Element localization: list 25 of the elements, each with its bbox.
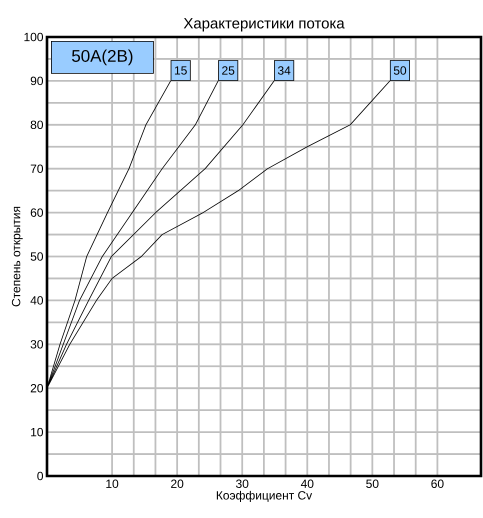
y-tick-label: 50 <box>30 252 44 261</box>
y-tick-label: 20 <box>30 384 44 392</box>
y-tick-label: 80 <box>30 120 44 130</box>
x-tick-label: 20 <box>171 480 184 488</box>
y-tick-label: 40 <box>30 296 44 305</box>
x-tick-label: 50 <box>366 480 379 488</box>
y-tick-label: 100 <box>24 32 44 42</box>
y-tick-label: 70 <box>30 164 44 173</box>
annotation: 50A(2B) <box>72 50 132 66</box>
y-tick-label: 0 <box>37 472 44 480</box>
y-tick-label: 30 <box>30 340 44 349</box>
x-axis-title: Коэффициент Cv <box>216 490 312 502</box>
x-tick-label: 40 <box>300 480 314 488</box>
y-axis-title: Степень открытия <box>12 206 23 306</box>
series-label: 25 <box>222 66 234 75</box>
x-tick-label: 30 <box>236 480 248 488</box>
x-tick-label: 10 <box>106 480 118 488</box>
series-label: 50 <box>394 66 406 75</box>
x-tick-label: 60 <box>431 480 444 488</box>
y-tick-label: 90 <box>30 76 44 86</box>
series-label: 15 <box>174 66 187 75</box>
series-label: 34 <box>278 66 290 75</box>
chart-title: Характеристики потока <box>184 18 345 32</box>
y-tick-label: 60 <box>30 208 44 217</box>
y-tick-label: 10 <box>31 428 44 436</box>
